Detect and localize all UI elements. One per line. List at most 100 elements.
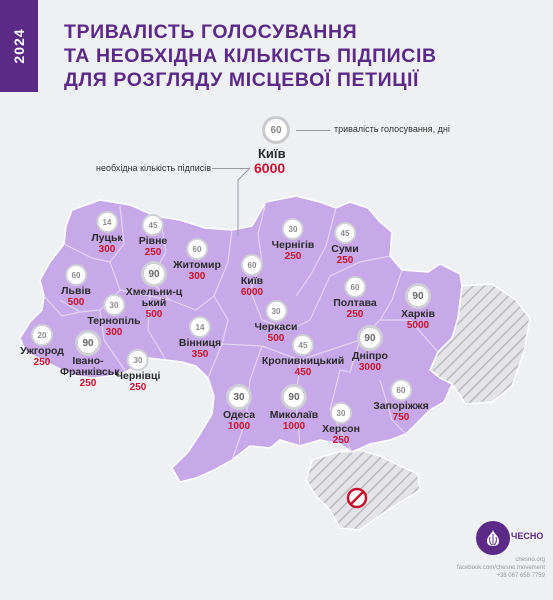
days-badge: 30 xyxy=(329,402,352,424)
city-signatures: 450 xyxy=(294,367,312,378)
days-badge: 60 xyxy=(186,238,208,260)
city-name: Київ xyxy=(240,275,264,287)
days-badge: 14 xyxy=(188,316,211,338)
legend-signatures-line xyxy=(212,168,250,169)
city-name: Рівне xyxy=(138,235,168,247)
city-name: Одеса xyxy=(222,409,256,421)
city-name: Суми xyxy=(331,243,359,255)
city-name: Херсон xyxy=(322,423,360,435)
city-name: Львів xyxy=(61,285,91,297)
city-signatures: 250 xyxy=(336,255,354,266)
city-signatures: 1000 xyxy=(227,421,251,432)
contact-site: chesno.org xyxy=(515,557,545,563)
city-signatures: 3000 xyxy=(358,362,382,373)
days-badge: 90 xyxy=(75,330,101,356)
title-line-1: ТРИВАЛІСТЬ ГОЛОСУВАННЯ xyxy=(64,21,358,43)
city-signatures: 300 xyxy=(188,271,206,282)
city-khmelnytskyi: 90 Хмельни-цький 500 xyxy=(125,261,183,320)
garlic-icon xyxy=(487,530,499,546)
days-badge: 90 xyxy=(141,261,167,287)
days-badge: 60 xyxy=(241,254,263,276)
city-name: Чернівці xyxy=(115,370,161,382)
legend-signatures-label: необхідна кількість підписів xyxy=(96,163,211,173)
legend-days-line xyxy=(296,130,330,131)
city-signatures: 500 xyxy=(267,333,285,344)
days-badge: 90 xyxy=(280,384,307,410)
days-badge: 60 xyxy=(65,264,87,286)
city-signatures: 350 xyxy=(191,349,209,360)
city-name: Вінниця xyxy=(178,337,222,349)
city-signatures: 5000 xyxy=(406,320,430,331)
city-name: Житомир xyxy=(173,259,221,271)
days-badge: 30 xyxy=(265,300,287,322)
city-signatures: 250 xyxy=(129,382,147,393)
year-banner: 2024 xyxy=(0,0,38,92)
city-name: Хмельни-цький xyxy=(125,286,183,309)
city-name: Ужгород xyxy=(20,345,64,357)
city-name: Черкаси xyxy=(254,321,298,333)
city-ternopil: 30 Тернопіль 300 xyxy=(87,294,141,338)
city-vinnytsia: 14 Вінниця 350 xyxy=(179,316,221,360)
days-badge: 30 xyxy=(281,218,304,240)
city-signatures: 250 xyxy=(332,435,350,446)
city-rivne: 45 Рівне 250 xyxy=(138,214,168,258)
legend-city-signatures: 6000 xyxy=(254,160,286,176)
days-badge: 45 xyxy=(142,214,164,236)
city-odesa: 30 Одеса 1000 xyxy=(223,384,255,432)
chesno-logo xyxy=(476,521,510,555)
city-signatures: 6000 xyxy=(240,287,264,298)
city-signatures: 300 xyxy=(105,327,123,338)
days-badge: 60 xyxy=(390,379,412,401)
city-signatures: 250 xyxy=(144,247,162,258)
days-badge: 90 xyxy=(356,325,383,351)
city-signatures: 250 xyxy=(284,251,302,262)
city-sumy: 45 Суми 250 xyxy=(331,222,359,266)
contact-facebook: facebook.com/chesno.movement xyxy=(456,565,545,571)
city-kropyvnytskyi: 45 Кропивницький 450 xyxy=(262,334,344,378)
days-badge: 90 xyxy=(404,283,431,309)
city-chernihiv: 30 Чернігів 250 xyxy=(271,218,315,262)
city-lviv: 60 Львів 500 xyxy=(61,264,91,308)
title-line-3: ДЛЯ РОЗГЛЯДУ МІСЦЕВОЇ ПЕТИЦІЇ xyxy=(64,69,420,91)
city-uzhhorod: 20 Ужгород 250 xyxy=(20,324,64,368)
city-name: Дніпро xyxy=(352,350,388,362)
days-badge: 60 xyxy=(343,276,366,298)
city-name: Луцьк xyxy=(91,232,123,244)
city-signatures: 500 xyxy=(67,297,85,308)
legend-days-badge: 60 xyxy=(262,116,290,144)
city-name: Полтава xyxy=(333,297,377,309)
city-signatures: 300 xyxy=(98,244,116,255)
days-badge: 30 xyxy=(127,349,149,371)
city-lutsk: 14 Луцьк 300 xyxy=(91,211,123,255)
city-name: Миколаїв xyxy=(269,409,319,421)
city-zaporizhzhia: 60 Запоріжжя 750 xyxy=(373,379,429,423)
city-dnipro: 90 Дніпро 3000 xyxy=(352,325,388,373)
city-signatures: 1000 xyxy=(282,421,306,432)
legend-days-label: тривалість голосування, дні xyxy=(334,124,450,134)
city-signatures: 750 xyxy=(392,412,410,423)
title-line-2: ТА НЕОБХІДНА КІЛЬКІСТЬ ПІДПИСІВ xyxy=(64,45,437,67)
city-name: Запоріжжя xyxy=(373,400,429,412)
city-cherkasy: 30 Черкаси 500 xyxy=(254,300,298,344)
days-badge: 20 xyxy=(31,324,53,346)
city-signatures: 250 xyxy=(346,309,364,320)
city-kyiv: 60 Київ 6000 xyxy=(241,254,263,298)
city-name: Кропивницький xyxy=(261,355,345,367)
city-signatures: 500 xyxy=(145,309,163,320)
city-name: Харків xyxy=(401,308,435,320)
page-title: ТРИВАЛІСТЬ ГОЛОСУВАННЯ ТА НЕОБХІДНА КІЛЬ… xyxy=(64,20,534,92)
city-signatures: 250 xyxy=(33,357,51,368)
city-chernivtsi: 30 Чернівці 250 xyxy=(115,349,161,393)
days-badge: 30 xyxy=(102,294,125,316)
days-badge: 14 xyxy=(96,211,118,233)
city-mykolaiv: 90 Миколаїв 1000 xyxy=(270,384,318,432)
logo-text: ЧЕСНО xyxy=(511,531,544,541)
city-name: Івано-Франківськ xyxy=(60,355,120,378)
city-name: Тернопіль xyxy=(87,315,141,327)
legend-city-name: Київ xyxy=(258,146,286,161)
city-poltava: 60 Полтава 250 xyxy=(333,276,377,320)
city-ivano-frankivsk: 90 Івано-Франківськ 250 xyxy=(60,330,120,389)
city-name: Чернігів xyxy=(271,239,315,251)
days-badge: 30 xyxy=(226,384,252,410)
no-entry-icon xyxy=(346,487,368,509)
